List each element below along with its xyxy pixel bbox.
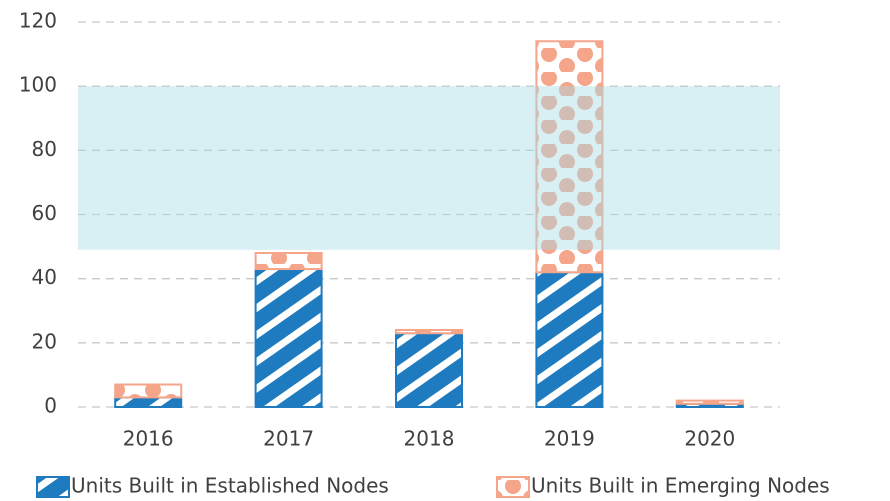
legend-label: Units Built in Emerging Nodes [531, 474, 830, 498]
y-tick-label: 20 [32, 329, 57, 353]
bar-segment [535, 271, 604, 408]
bar-segment [395, 332, 463, 409]
y-tick-label: 60 [32, 201, 57, 225]
x-tick-label: 2017 [263, 427, 314, 451]
legend-swatch [496, 476, 530, 498]
y-tick-label: 120 [19, 9, 57, 33]
x-tick-label: 2020 [684, 427, 735, 451]
bar-segment [114, 383, 183, 399]
bar-segment [675, 399, 744, 405]
y-tick-label: 100 [19, 73, 57, 97]
bar-segment [254, 268, 323, 408]
bar-segment [114, 396, 183, 408]
bar-segment [535, 40, 604, 274]
y-tick-label: 0 [44, 394, 57, 418]
legend: Units Built in Established Nodes Units Bu… [36, 474, 830, 498]
x-tick-label: 2016 [123, 427, 174, 451]
bar-segment [254, 252, 323, 271]
bar-segment [395, 329, 463, 335]
legend-swatch [36, 476, 70, 498]
y-tick-label: 40 [32, 265, 57, 289]
x-tick-label: 2018 [404, 427, 455, 451]
x-tick-label: 2019 [544, 427, 595, 451]
shaded-band [78, 86, 780, 250]
legend-label: Units Built in Established Nodes [71, 474, 389, 498]
y-tick-label: 80 [32, 137, 57, 161]
